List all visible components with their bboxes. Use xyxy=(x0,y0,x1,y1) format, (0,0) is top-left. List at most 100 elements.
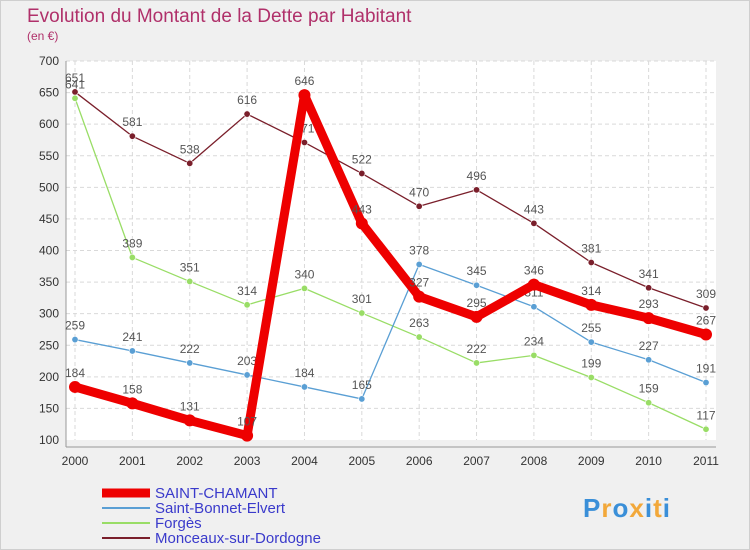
data-label: 378 xyxy=(409,243,429,257)
data-label: 443 xyxy=(352,202,372,216)
data-point xyxy=(241,429,254,442)
data-point xyxy=(587,338,595,346)
y-tick-label: 250 xyxy=(39,338,59,352)
data-label: 581 xyxy=(122,115,142,129)
data-label: 191 xyxy=(696,362,716,376)
data-point xyxy=(186,159,194,167)
data-label: 131 xyxy=(180,399,200,413)
data-label: 327 xyxy=(409,276,429,290)
chart-subtitle: (en €) xyxy=(27,29,58,43)
data-label: 470 xyxy=(409,185,429,199)
data-point xyxy=(186,277,194,285)
data-point xyxy=(645,284,653,292)
data-point xyxy=(530,219,538,227)
data-point xyxy=(71,336,79,344)
data-label: 340 xyxy=(294,267,314,281)
series-line xyxy=(74,97,707,430)
data-label: 159 xyxy=(639,382,659,396)
series-0: 184 158 131 107 646 443 327 295 346 314 293 267 xyxy=(65,74,716,442)
x-tick-label: 2001 xyxy=(119,454,146,468)
y-tick-label: 350 xyxy=(39,275,59,289)
data-label: 255 xyxy=(581,321,601,335)
data-label: 295 xyxy=(467,296,487,310)
data-point xyxy=(128,132,136,140)
data-point xyxy=(300,383,308,391)
data-point xyxy=(300,138,308,146)
data-label: 641 xyxy=(65,77,85,91)
axes: 100 150 200 250 300 350 400 450 500 550 600 650 700 2… xyxy=(39,54,719,468)
data-point xyxy=(527,278,540,291)
data-label: 184 xyxy=(65,366,85,380)
proxiti-logo: Proxiti xyxy=(583,493,671,523)
data-label: 293 xyxy=(639,297,659,311)
data-label: 496 xyxy=(467,169,487,183)
data-point xyxy=(358,169,366,177)
x-tick-label: 2006 xyxy=(406,454,433,468)
series-line xyxy=(74,91,707,309)
data-point xyxy=(355,217,368,230)
data-label: 222 xyxy=(467,342,487,356)
data-point xyxy=(587,259,595,267)
data-point xyxy=(128,347,136,355)
x-tick-label: 2010 xyxy=(635,454,662,468)
data-label: 389 xyxy=(122,236,142,250)
data-label: 158 xyxy=(122,382,142,396)
data-label: 227 xyxy=(639,339,659,353)
data-point xyxy=(642,312,655,325)
data-label: 351 xyxy=(180,260,200,274)
data-label: 199 xyxy=(581,356,601,370)
chart-title: Evolution du Montant de la Dette par Hab… xyxy=(27,6,412,27)
series-line xyxy=(74,263,707,400)
data-point xyxy=(243,110,251,118)
y-tick-label: 650 xyxy=(39,86,59,100)
y-tick-label: 200 xyxy=(39,370,59,384)
data-label: 267 xyxy=(696,314,716,328)
data-point xyxy=(358,395,366,403)
y-tick-label: 400 xyxy=(39,244,59,258)
data-point xyxy=(358,309,366,317)
data-point xyxy=(473,359,481,367)
data-label: 259 xyxy=(65,319,85,333)
data-point xyxy=(702,425,710,433)
x-tick-label: 2002 xyxy=(176,454,203,468)
y-tick-label: 150 xyxy=(39,401,59,415)
x-tick-label: 2004 xyxy=(291,454,318,468)
data-label: 346 xyxy=(524,264,544,278)
legend-label: SAINT-CHAMANT xyxy=(155,485,278,502)
data-point xyxy=(530,351,538,359)
data-label: 117 xyxy=(696,408,715,422)
series-line xyxy=(70,90,711,441)
x-tick-label: 2005 xyxy=(348,454,375,468)
grid xyxy=(66,60,716,440)
data-label: 309 xyxy=(696,287,716,301)
x-tick-label: 2007 xyxy=(463,454,490,468)
data-point xyxy=(700,328,712,341)
data-point xyxy=(71,94,79,102)
data-point xyxy=(186,359,194,367)
data-point xyxy=(585,298,598,311)
data-label: 522 xyxy=(352,152,372,166)
data-label: 443 xyxy=(524,202,544,216)
x-tick-label: 2011 xyxy=(693,454,719,468)
y-tick-label: 100 xyxy=(39,433,59,447)
y-tick-label: 450 xyxy=(39,212,59,226)
data-label: 107 xyxy=(237,415,257,429)
y-tick-label: 600 xyxy=(39,117,59,131)
legend-label: Monceaux-sur-Dordogne xyxy=(155,530,321,547)
data-point xyxy=(473,186,481,194)
x-tick-label: 2009 xyxy=(578,454,605,468)
data-label: 184 xyxy=(294,366,314,380)
data-point xyxy=(645,399,653,407)
data-label: 616 xyxy=(237,93,257,107)
data-point xyxy=(243,371,251,379)
data-label: 345 xyxy=(467,264,487,278)
data-point xyxy=(415,260,423,268)
y-tick-label: 500 xyxy=(39,180,59,194)
y-tick-label: 550 xyxy=(39,149,59,163)
data-label: 651 xyxy=(65,71,85,85)
legend-label: Forgès xyxy=(155,515,202,532)
data-label: 341 xyxy=(639,267,659,281)
data-point xyxy=(243,301,251,309)
data-point xyxy=(415,333,423,341)
logo-text: Proxiti xyxy=(583,493,671,523)
